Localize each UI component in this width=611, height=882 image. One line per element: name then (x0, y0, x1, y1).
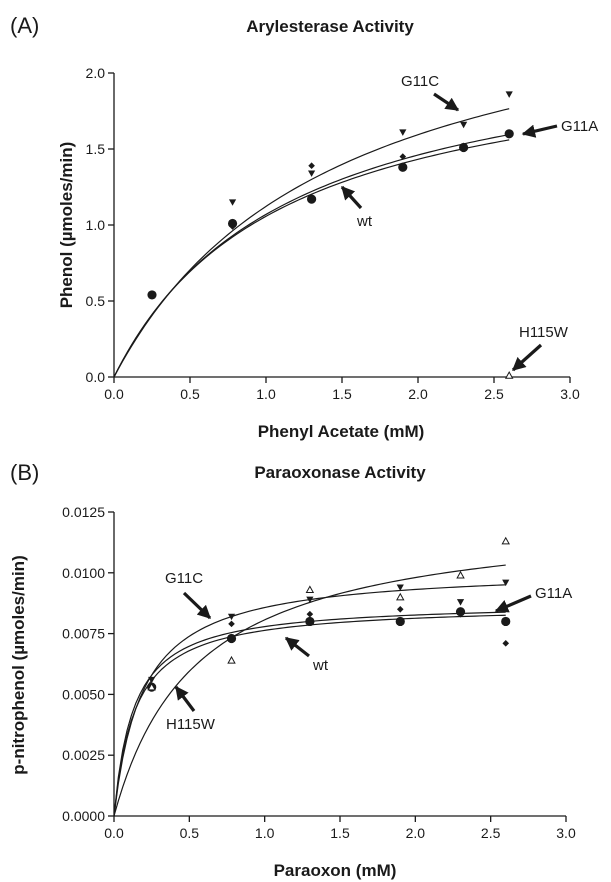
panel-a-point-h115w (504, 371, 514, 379)
panel-b-point-wt (396, 605, 404, 613)
panel-a-y-tick-label: 0.0 (86, 369, 106, 385)
panel-a-x-tick-label: 1.0 (256, 386, 276, 402)
panel-b-x-axis-label: Paraoxon (mM) (274, 861, 397, 880)
panel-a: (A) Arylesterase Activity Phenyl Acetate… (10, 13, 598, 441)
panel-b-x-tick-label: 0.5 (180, 825, 200, 841)
panel-b-title: Paraoxonase Activity (254, 463, 426, 482)
panel-a-title: Arylesterase Activity (246, 17, 414, 36)
panel-a-arrow-h115w (511, 343, 543, 372)
panel-a-plot-area: 0.0 0.5 1.0 1.5 2.0 2.5 3.0 0.0 0.5 1.0 1.5 2.0 (86, 65, 580, 402)
panel-b-arrow-g11a (494, 594, 532, 613)
panel-b-x-tick-label: 0.0 (104, 825, 124, 841)
panel-a-annotation-g11c: G11C (401, 73, 439, 90)
panel-a-x-tick-label: 1.5 (332, 386, 352, 402)
panel-b-point-g11c (396, 584, 404, 591)
panel-a-x-axis-label: Phenyl Acetate (mM) (258, 422, 425, 441)
panel-a-x-tick-label: 3.0 (560, 386, 580, 402)
panel-b-point-g11a (395, 616, 405, 627)
panel-a-arrow-g11c (433, 92, 460, 112)
panel-a-fit-curve-g11c (113, 108, 510, 378)
panel-a-x-tick-label: 2.5 (484, 386, 504, 402)
panel-a-annotation-g11a: G11A (561, 118, 598, 135)
panel-b-y-tick-label: 0.0125 (62, 504, 105, 520)
panel-a-y-tick-label: 1.0 (86, 217, 106, 233)
panel-b-point-g11a (226, 633, 237, 644)
panel-b-point-g11c (148, 676, 156, 684)
panel-b-point-h115w (227, 655, 236, 664)
panel-b-x-tick-label: 2.0 (406, 825, 426, 841)
panel-b-y-tick-label: 0.0050 (62, 686, 105, 702)
panel-b-fit-curve-wt (113, 611, 506, 817)
panel-b-annotation-wt: wt (312, 657, 329, 674)
panel-a-point-g11c (460, 121, 468, 129)
panel-b-y-tick-label: 0.0000 (62, 808, 105, 824)
panel-b-point-h115w (396, 592, 405, 601)
panel-a-point-g11c (399, 129, 407, 136)
panel-b-annotations: G11C G11A wt H115W (165, 570, 572, 733)
panel-a-point-wt (399, 153, 407, 160)
panel-a-x-tick-label: 0.5 (180, 386, 200, 402)
panel-a-arrow-g11a (521, 124, 558, 138)
panel-a-point-g11a (307, 194, 317, 204)
panel-b-point-g11c (456, 599, 465, 606)
panel-b-x-tick-label: 2.5 (481, 825, 501, 841)
panel-b-point-h115w (147, 682, 156, 691)
panel-a-arrow-wt (340, 185, 363, 210)
panel-b-point-wt (228, 620, 235, 628)
panel-b-point-g11c (502, 579, 510, 587)
panel-b-arrow-h115w (174, 685, 196, 712)
panel-b-point-wt (502, 640, 510, 647)
panel-a-annotation-h115w: H115W (519, 324, 569, 341)
panel-a-point-g11c (228, 199, 237, 206)
panel-b-arrow-g11c (182, 591, 212, 620)
panel-b-y-tick-label: 0.0025 (62, 747, 105, 763)
panel-b-point-wt (306, 610, 314, 618)
panel-a-y-tick-label: 1.5 (86, 141, 106, 157)
panel-b-y-tick-label: 0.0100 (62, 565, 105, 581)
panel-b: (B) Paraoxonase Activity Paraoxon (mM) p… (9, 460, 576, 880)
panel-a-label: (A) (10, 13, 39, 38)
panel-b-point-g11a (501, 616, 511, 627)
panel-a-point-g11c (308, 170, 316, 177)
panel-a-x-tick-label: 2.0 (408, 386, 428, 402)
panel-a-x-tick-label: 0.0 (104, 386, 124, 402)
panel-b-annotation-g11a: G11A (535, 585, 572, 602)
panel-a-point-g11c (505, 91, 513, 98)
panel-a-y-tick-label: 2.0 (86, 65, 106, 81)
panel-a-y-axis-label: Phenol (µmoles/min) (57, 142, 76, 309)
panel-b-annotation-h115w: H115W (166, 716, 216, 733)
panel-b-y-axis-label: p-nitrophenol (µmoles/min) (9, 555, 28, 774)
panel-b-x-tick-label: 3.0 (556, 825, 576, 841)
panel-b-point-g11c (306, 596, 314, 604)
panel-a-annotations: G11C G11A wt H115W (340, 73, 598, 372)
panel-a-annotation-wt: wt (356, 213, 373, 230)
panel-a-point-g11a (459, 142, 469, 153)
panel-b-point-h115w (501, 536, 510, 545)
panel-b-arrow-wt (284, 636, 310, 658)
panel-b-point-g11a (305, 616, 315, 627)
panel-b-label: (B) (10, 460, 39, 485)
panel-b-point-h115w (456, 570, 465, 579)
panel-a-point-g11a (504, 129, 514, 139)
panel-b-annotation-g11c: G11C (165, 570, 203, 587)
panel-a-point-wt (308, 162, 315, 170)
panel-a-point-g11a (227, 218, 238, 229)
panel-b-y-tick-label: 0.0075 (62, 626, 105, 642)
panel-b-x-tick-label: 1.0 (255, 825, 275, 841)
panel-b-x-tick-label: 1.5 (330, 825, 350, 841)
panel-a-point-g11a (398, 162, 408, 172)
panel-a-point-g11c (148, 292, 156, 299)
panel-b-point-g11c (227, 613, 236, 621)
panel-a-y-tick-label: 0.5 (86, 293, 106, 309)
panel-b-point-g11a (455, 607, 466, 617)
panel-b-plot-area: 0.0 0.5 1.0 1.5 2.0 2.5 3.0 0.0000 0.0025 0.0050 0… (62, 504, 576, 841)
panel-b-point-h115w (305, 585, 315, 594)
